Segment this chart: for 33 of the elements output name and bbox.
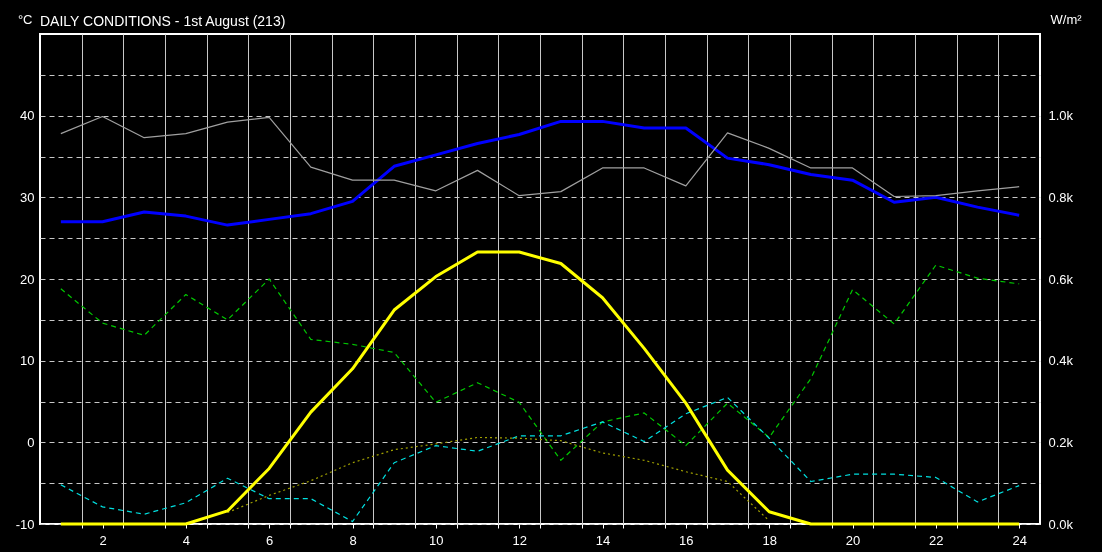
x-tick-label: 14 (595, 532, 611, 548)
line-series (59, 119, 1021, 227)
y2-tick-label: 0.4k (1048, 353, 1074, 369)
y-tick-label: -10 (15, 516, 35, 532)
x-tick-label: 18 (762, 532, 777, 548)
y2-tick-label: 0.0k (1048, 516, 1074, 532)
x-tick-label: 22 (929, 532, 944, 548)
x-tick-label: 20 (845, 532, 861, 548)
x-tick-label: 2 (99, 532, 107, 548)
x-tick-label: 6 (266, 532, 274, 548)
y-tick-label: 40 (20, 108, 35, 124)
y-tick-label: 0 (27, 434, 35, 450)
y-tick-label: 10 (20, 353, 35, 369)
line-series (60, 115, 1020, 198)
y-tick-label: 20 (20, 271, 35, 287)
x-tick-label: 12 (512, 532, 527, 548)
line-series (59, 250, 1021, 526)
x-tick-label: 24 (1012, 532, 1027, 548)
x-tick-label: 4 (182, 532, 190, 548)
y2-axis-title: W/m² (1050, 11, 1083, 27)
y-axis-title: °C (17, 11, 33, 27)
x-tick-label: 8 (349, 532, 357, 548)
y2-tick-label: 0.2k (1048, 434, 1074, 450)
y2-tick-label: 1.0k (1048, 108, 1074, 124)
line-series (226, 436, 770, 522)
y2-tick-label: 0.6k (1048, 271, 1074, 287)
y2-tick-label: 0.8k (1048, 189, 1074, 205)
line-series (60, 396, 1020, 523)
y-tick-label: 30 (20, 189, 35, 205)
chart-title: DAILY CONDITIONS - 1st August (213) (40, 13, 286, 29)
x-tick-label: 16 (679, 532, 694, 548)
line-series (60, 264, 1020, 461)
x-tick-label: 10 (429, 532, 444, 548)
